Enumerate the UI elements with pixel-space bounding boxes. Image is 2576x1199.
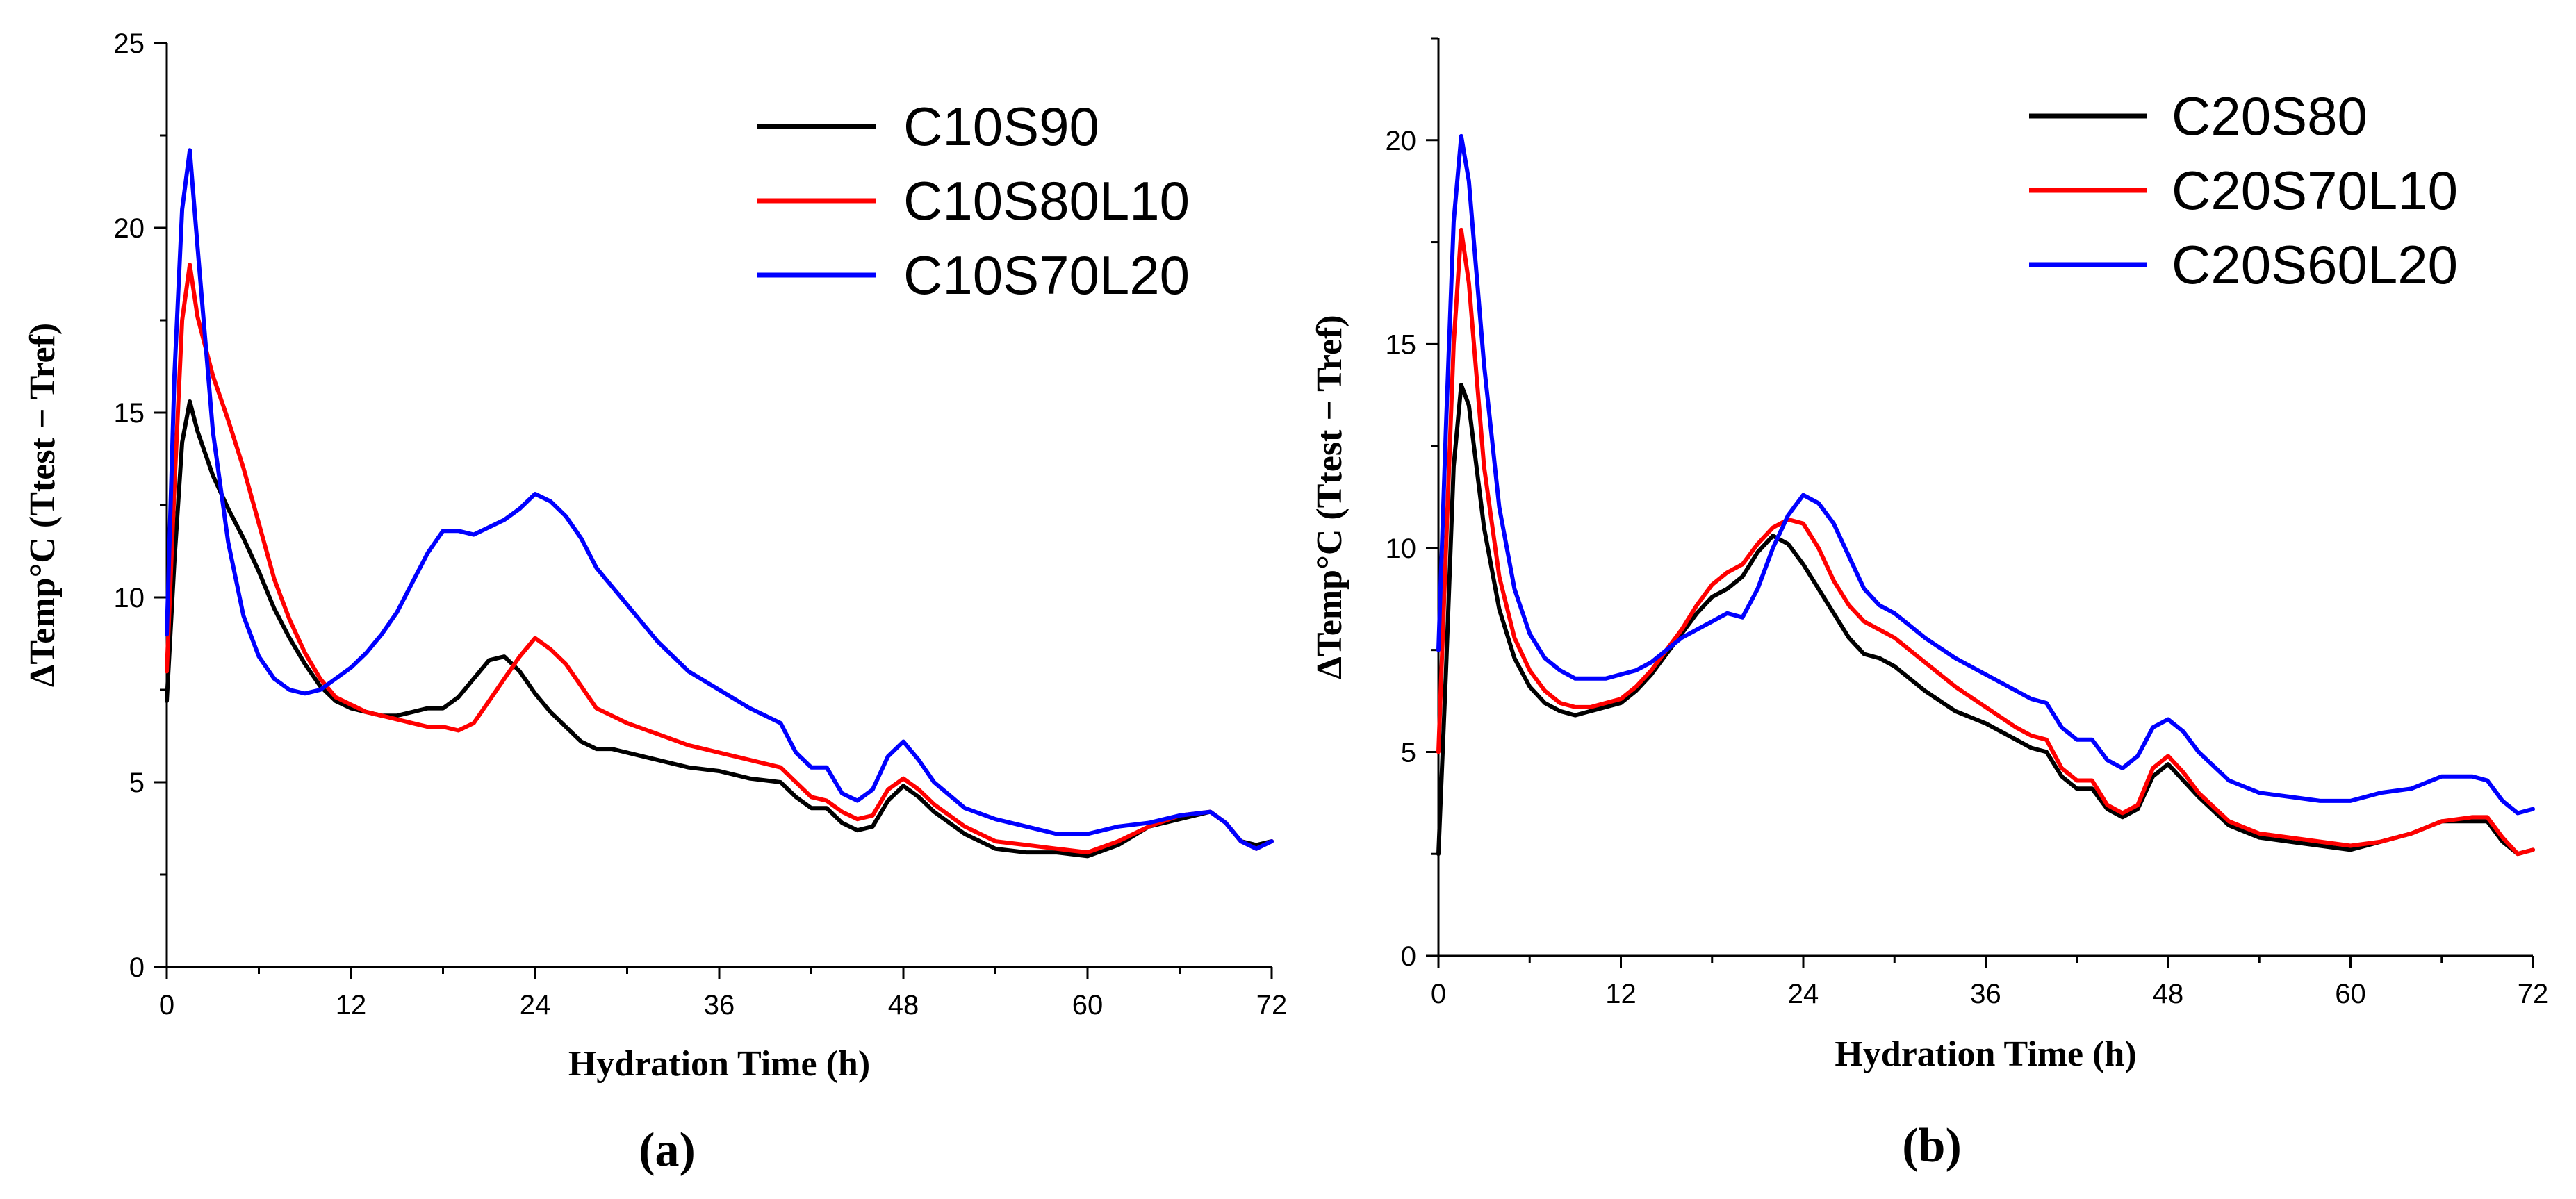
x-tick-label: 0 [159, 990, 174, 1020]
series-line-c20s60l20 [1436, 133, 2535, 816]
y-tick-label: 0 [1401, 941, 1416, 972]
y-tick-label: 10 [114, 583, 145, 613]
panel-label: (a) [639, 1123, 696, 1177]
x-tick-label: 48 [2153, 979, 2184, 1009]
x-tick-label: 72 [1256, 990, 1288, 1020]
x-tick-label: 24 [520, 990, 551, 1020]
legend: C10S90 C10S80L10 C10S70L20 [757, 96, 1190, 306]
y-tick-label: 0 [129, 952, 145, 983]
x-axis-title: Hydration Time (h) [568, 1044, 870, 1084]
x-tick-label: 12 [1605, 979, 1636, 1009]
y-tick-label: 15 [1386, 329, 1417, 360]
x-tick-label: 12 [336, 990, 367, 1020]
x-axis-title: Hydration Time (h) [1835, 1034, 2136, 1074]
y-tick-label: 15 [114, 398, 145, 429]
legend-label: C20S80 [2172, 85, 2368, 147]
legend-label: C20S60L20 [2172, 234, 2458, 295]
y-axis-title: ΔTemp°C (Ttest − Tref) [1310, 315, 1349, 679]
x-tick-label: 48 [888, 990, 919, 1020]
series-line-c10s70l20 [165, 148, 1274, 851]
x-tick-label: 36 [1970, 979, 2001, 1009]
x-tick-label: 0 [1431, 979, 1446, 1009]
panel-label: (b) [1902, 1119, 1962, 1173]
x-tick-label: 72 [2518, 979, 2549, 1009]
x-tick-label: 60 [1072, 990, 1104, 1020]
x-tick-label: 60 [2335, 979, 2366, 1009]
y-axis-title: ΔTemp°C (Ttest − Tref) [23, 323, 63, 688]
y-tick-label: 5 [129, 768, 145, 798]
series-line-c10s80l10 [165, 263, 1274, 855]
y-tick-label: 5 [1401, 737, 1416, 768]
y-tick-label: 20 [1386, 126, 1417, 156]
series-line-c20s80 [1436, 383, 2535, 857]
legend: C20S80 C20S70L10 C20S60L20 [2029, 85, 2458, 295]
y-tick-label: 25 [114, 28, 145, 59]
legend-label: C10S80L10 [903, 170, 1190, 231]
y-tick-label: 10 [1386, 534, 1417, 564]
chart-panel-a: 0 12 24 36 48 60 72 0 5 10 15 20 25 Hydration Time (h… [23, 28, 1287, 1177]
series-line-c10s90 [165, 399, 1274, 859]
legend-label: C10S70L20 [903, 245, 1190, 306]
x-tick-label: 24 [1788, 979, 1819, 1009]
y-tick-label: 20 [114, 213, 145, 244]
x-tick-label: 36 [704, 990, 735, 1020]
chart-panel-b: 0 12 24 36 48 60 72 0 5 10 15 20 Hydration Time (h) Δ… [1310, 37, 2549, 1173]
legend-label: C20S70L10 [2172, 160, 2458, 221]
series-line-c20s70l10 [1436, 227, 2535, 857]
legend-label: C10S90 [903, 96, 1099, 157]
